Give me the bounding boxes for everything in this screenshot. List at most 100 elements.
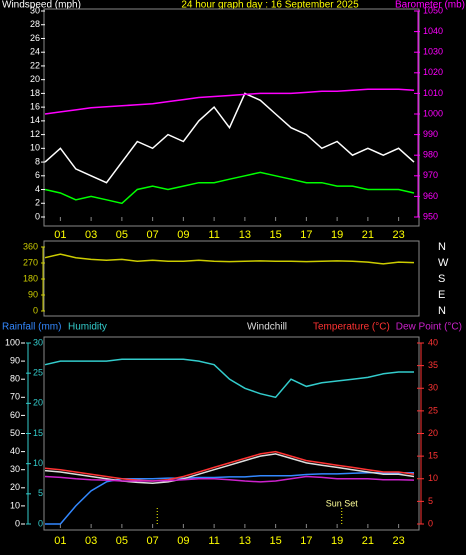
x-tick-label: 11 (208, 229, 219, 241)
y2-tick-label: 970 (423, 170, 438, 180)
y-tick-label: 40 (10, 446, 20, 456)
series-heading: Rainfall (mm) (2, 322, 61, 333)
y-tick-label: 60 (10, 410, 20, 420)
x-tick-label: 21 (362, 229, 374, 241)
x-tick-label: 13 (239, 535, 251, 547)
panel-frame (43, 336, 420, 531)
x-tick-label: 13 (239, 229, 251, 241)
x-tick-label: 05 (116, 535, 128, 547)
x-tick-label: 01 (54, 535, 66, 547)
y2-tick-label: 35 (428, 360, 438, 370)
y2-tick-label: 1010 (423, 88, 443, 98)
y-tick-label: 24 (30, 47, 40, 57)
y-tick-label: 22 (30, 60, 40, 70)
series-heading: Temperature (°C) (313, 322, 390, 333)
barometer-label: Barometer (mb) (395, 0, 465, 11)
series-line (44, 453, 415, 485)
y2-tick-label: 0 (428, 518, 433, 528)
y-tick-label: 30 (10, 464, 20, 474)
y2-tick-label: 1040 (423, 26, 443, 36)
y-tick-label: 0 (15, 518, 20, 528)
y-tick-label: 18 (30, 88, 40, 98)
y3-tick-label: 5 (38, 488, 43, 498)
x-tick-label: 15 (270, 229, 282, 241)
x-tick-label: 05 (116, 229, 128, 241)
y-tick-label: 12 (30, 129, 40, 139)
series-heading: Humidity (68, 322, 107, 333)
y-tick-label: 70 (10, 392, 20, 402)
x-tick-label: 07 (147, 535, 159, 547)
series-line (44, 92, 415, 184)
y-tick-label: 20 (10, 482, 20, 492)
compass-label: E (438, 289, 445, 301)
y2-tick-label: 950 (423, 211, 438, 221)
y-tick-label: 2 (35, 198, 40, 208)
compass-label: N (438, 305, 446, 317)
series-line (44, 88, 415, 115)
series-line (44, 475, 415, 483)
y-tick-label: 28 (30, 19, 40, 29)
panel-frame (43, 8, 420, 227)
wind-label: Windspeed (mph) (2, 0, 81, 11)
y2-tick-label: 10 (428, 473, 438, 483)
x-tick-label: 11 (208, 535, 219, 547)
y2-tick-label: 5 (428, 496, 433, 506)
y-tick-label: 0 (33, 305, 38, 315)
series-line (44, 171, 415, 205)
series-line (44, 358, 414, 399)
y2-tick-label: 40 (428, 337, 438, 347)
x-tick-label: 17 (300, 535, 312, 547)
series-heading: Dew Point (°C) (396, 322, 462, 333)
series-line (45, 471, 414, 525)
y-tick-label: 6 (35, 170, 40, 180)
y-tick-label: 8 (35, 156, 40, 166)
y-tick-label: 16 (30, 102, 40, 112)
x-tick-label: 23 (393, 535, 405, 547)
y-tick-label: 14 (30, 115, 40, 125)
x-tick-label: 17 (300, 229, 312, 241)
y2-tick-label: 20 (428, 428, 438, 438)
y2-tick-label: 25 (428, 405, 438, 415)
y-tick-label: 90 (28, 289, 38, 299)
x-tick-label: 09 (177, 229, 189, 241)
y2-tick-label: 980 (423, 150, 438, 160)
series-heading: Windchill (247, 322, 287, 333)
y-tick-label: 0 (35, 211, 40, 221)
y2-tick-label: 1020 (423, 67, 443, 77)
y-tick-label: 180 (23, 273, 38, 283)
y3-tick-label: 0 (38, 518, 43, 528)
compass-label: W (438, 257, 449, 269)
y2-tick-label: 1050 (423, 5, 443, 15)
x-tick-label: 19 (331, 535, 343, 547)
x-tick-label: 03 (85, 229, 97, 241)
series-line (44, 253, 415, 265)
y-tick-label: 360 (23, 241, 38, 251)
y-tick-label: 10 (30, 143, 40, 153)
x-tick-label: 03 (85, 535, 97, 547)
x-tick-label: 23 (393, 229, 405, 241)
y-tick-label: 20 (30, 74, 40, 84)
y2-tick-label: 960 (423, 191, 438, 201)
y-tick-label: 30 (30, 5, 40, 15)
x-tick-label: 01 (54, 229, 66, 241)
y-tick-label: 26 (30, 33, 40, 43)
y-tick-label: 80 (10, 374, 20, 384)
y-tick-label: 90 (10, 355, 20, 365)
y-tick-label: 50 (10, 428, 20, 438)
series-line (44, 450, 415, 482)
y3-tick-label: 10 (33, 458, 43, 468)
compass-label: N (438, 241, 446, 253)
y3-tick-label: 25 (33, 368, 43, 378)
y-tick-label: 10 (10, 500, 20, 510)
y3-tick-label: 30 (33, 337, 43, 347)
y-tick-label: 100 (5, 337, 20, 347)
y-tick-label: 270 (23, 257, 38, 267)
y2-tick-label: 1030 (423, 47, 443, 57)
x-tick-label: 21 (362, 535, 374, 547)
x-tick-label: 15 (270, 535, 282, 547)
y-tick-label: 4 (35, 184, 40, 194)
compass-label: S (438, 273, 445, 285)
x-tick-label: 07 (147, 229, 159, 241)
panel-frame (43, 240, 420, 317)
